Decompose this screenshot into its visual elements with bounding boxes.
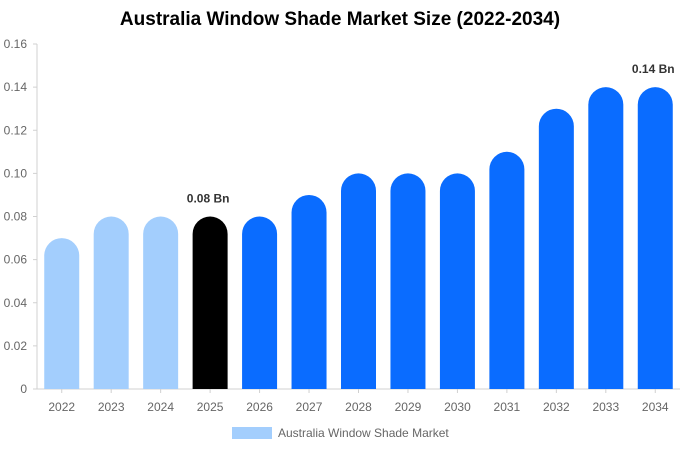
y-tick-label: 0.10 [4,166,28,180]
data-label: 0.14 Bn [632,62,675,76]
x-tick-label: 2031 [494,400,521,414]
bars [44,87,673,389]
bar-2022[interactable] [44,238,80,389]
x-tick-label: 2022 [48,400,75,414]
x-tick-label: 2034 [642,400,669,414]
bar-2034[interactable] [637,87,673,389]
legend[interactable]: Australia Window Shade Market [232,426,449,440]
x-tick-label: 2028 [345,400,372,414]
x-tick-label: 2023 [98,400,125,414]
y-tick-label: 0 [20,382,27,396]
bar-2024[interactable] [143,216,179,390]
bar-2026[interactable] [242,216,278,390]
y-tick-label: 0.06 [4,253,28,267]
bar-2030[interactable] [439,173,475,389]
chart-title: Australia Window Shade Market Size (2022… [119,9,561,30]
bar-2023[interactable] [93,216,129,390]
bar-2033[interactable] [588,87,624,389]
x-tick-label: 2024 [147,400,174,414]
y-axis-ticks: 0 0.02 0.04 0.06 0.08 0.10 0.12 0.14 0.16 [4,37,37,396]
bar-2032[interactable] [538,108,574,389]
x-axis-ticks: 2022 2023 2024 2025 2026 2027 2028 2029 2030 2031… [48,389,669,414]
x-tick-label: 2029 [395,400,422,414]
bar-2025[interactable] [192,216,228,390]
y-tick-label: 0.02 [4,339,28,353]
data-labels: 0.08 Bn 0.14 Bn [187,62,675,205]
y-tick-label: 0.12 [4,123,28,137]
x-tick-label: 2030 [444,400,471,414]
x-tick-label: 2027 [296,400,323,414]
legend-label: Australia Window Shade Market [278,426,449,440]
bar-2027[interactable] [291,194,327,389]
data-label: 0.08 Bn [187,192,230,206]
y-tick-label: 0.08 [4,210,28,224]
bar-2028[interactable] [341,173,376,389]
bar-2029[interactable] [390,173,426,389]
x-tick-label: 2025 [197,400,224,414]
legend-swatch [232,427,272,439]
y-tick-label: 0.04 [4,296,28,310]
y-tick-label: 0.14 [4,80,28,94]
x-tick-label: 2032 [543,400,570,414]
x-tick-label: 2026 [246,400,273,414]
y-tick-label: 0.16 [4,37,28,51]
bar-2031[interactable] [489,151,525,389]
x-tick-label: 2033 [592,400,619,414]
